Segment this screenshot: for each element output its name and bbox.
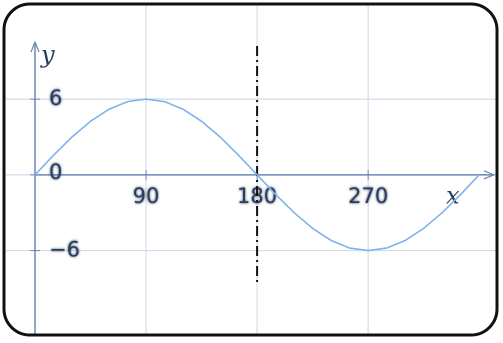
y-tick-label: −6 [49, 238, 80, 262]
x-tick-label: 90 [133, 184, 160, 208]
y-tick-label: 0 [49, 160, 62, 184]
chart: 9018027060−6yx [0, 0, 503, 343]
frame [4, 4, 497, 335]
x-axis-label: x [446, 181, 460, 209]
y-axis-label: y [40, 41, 55, 69]
y-tick-label: 6 [49, 86, 62, 110]
x-tick-label: 270 [348, 184, 388, 208]
